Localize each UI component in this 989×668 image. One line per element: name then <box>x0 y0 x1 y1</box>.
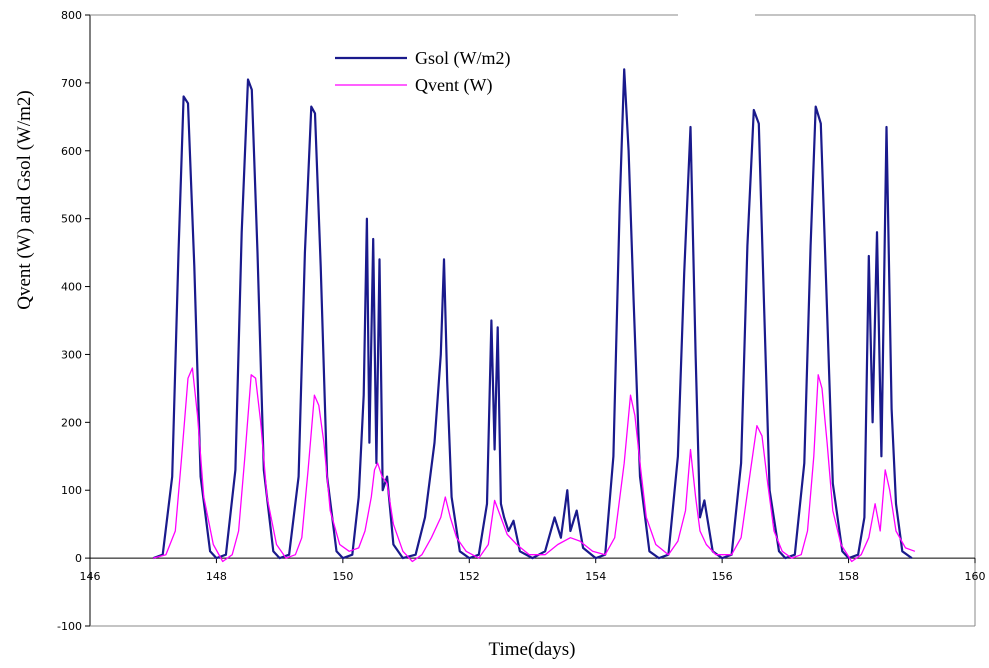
x-tick-label: 156 <box>712 570 733 583</box>
x-axis: 146 148 150 152 154 156 158 160 <box>80 557 986 583</box>
y-tick-label: 500 <box>61 213 82 226</box>
y-axis: -100 0 100 200 300 400 500 600 700 800 <box>57 9 90 633</box>
series-line-qvent <box>153 367 916 563</box>
x-tick-label: 152 <box>459 570 480 583</box>
legend-label: Gsol (W/m2) <box>415 48 510 69</box>
y-tick-label: 100 <box>61 484 82 497</box>
x-axis-title: Time(days) <box>489 639 576 660</box>
x-tick-label: 148 <box>206 570 227 583</box>
y-tick-label: 400 <box>61 281 82 294</box>
series-line-gsol <box>152 68 913 560</box>
y-tick-label: 300 <box>61 348 82 361</box>
x-tick-label: 150 <box>332 570 353 583</box>
series-layer <box>152 68 916 563</box>
y-axis-title: Qvent (W) and Gsol (W/m2) <box>14 90 35 310</box>
plot-frame <box>89 14 976 627</box>
y-tick-label: 0 <box>75 552 82 565</box>
x-tick-label: 154 <box>585 570 606 583</box>
y-tick-label: -100 <box>57 620 82 633</box>
x-tick-label: 158 <box>838 570 859 583</box>
y-tick-label: 700 <box>61 77 82 90</box>
y-tick-label: 200 <box>61 416 82 429</box>
y-tick-label: 800 <box>61 9 82 22</box>
x-tick-label: 160 <box>965 570 986 583</box>
legend: Gsol (W/m2) Qvent (W) <box>335 48 510 96</box>
x-tick-label: 146 <box>80 570 101 583</box>
y-tick-label: 600 <box>61 145 82 158</box>
legend-label: Qvent (W) <box>415 75 492 96</box>
